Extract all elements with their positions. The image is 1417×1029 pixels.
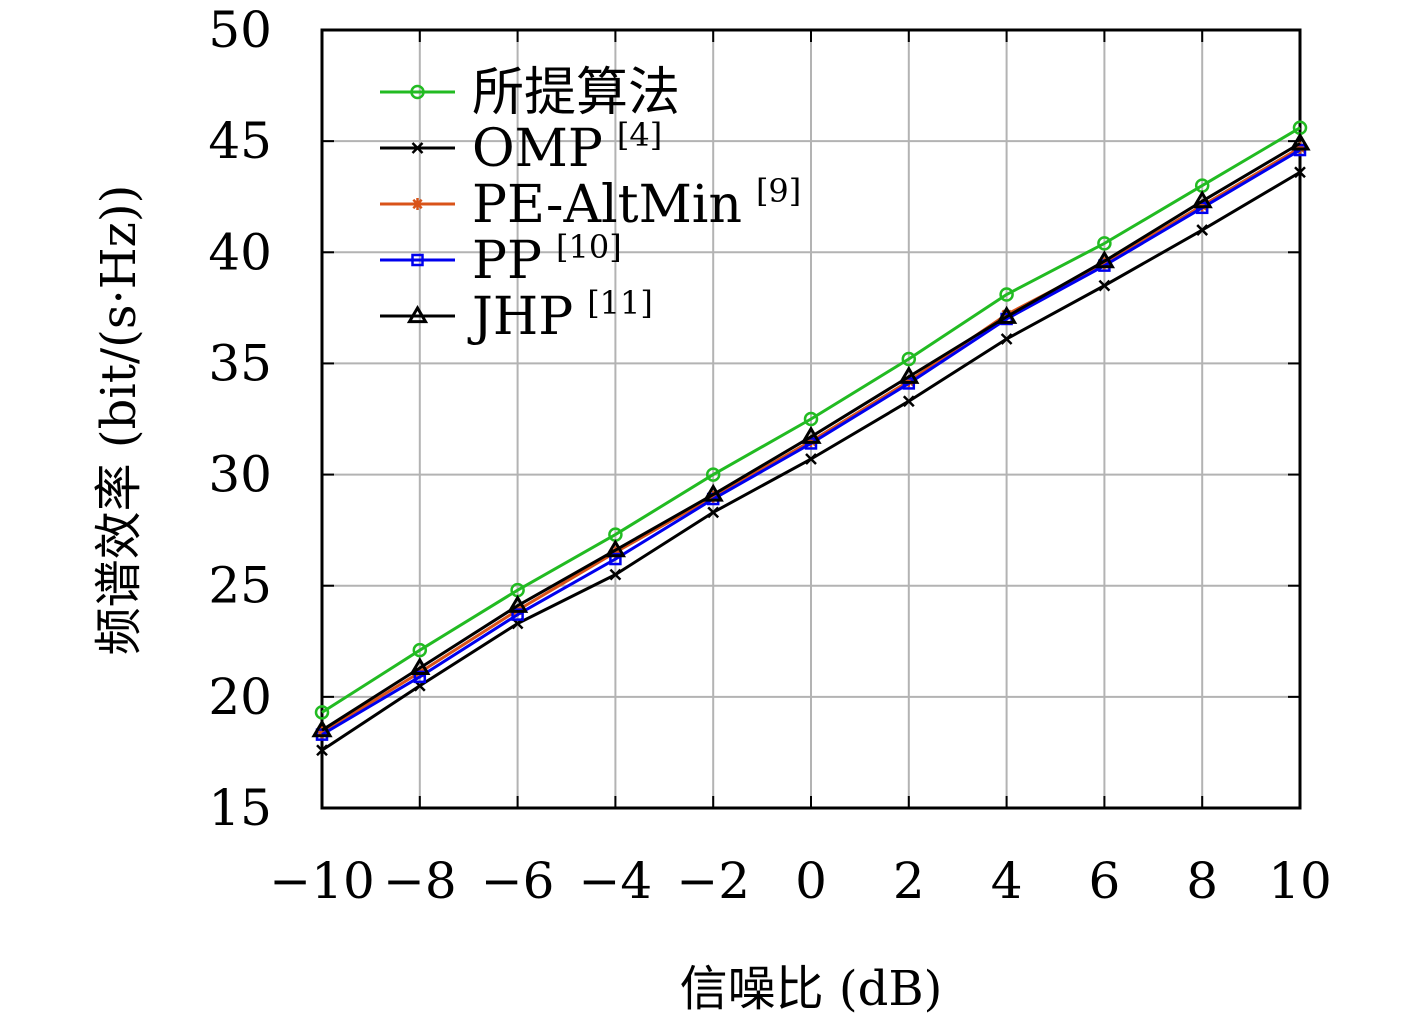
y-tick-label: 35 bbox=[208, 334, 272, 392]
legend-ref: [9] bbox=[756, 172, 801, 210]
series-line bbox=[321, 126, 1301, 714]
data-point bbox=[411, 253, 424, 267]
marker-stroke bbox=[707, 506, 720, 519]
legend-entry-0: 所提算法 bbox=[380, 63, 680, 123]
data-point bbox=[511, 608, 524, 621]
x-tick-label: −4 bbox=[579, 852, 653, 910]
x-tick-label: −10 bbox=[269, 852, 375, 910]
data-point bbox=[1098, 279, 1111, 292]
x-tick-label: 4 bbox=[991, 852, 1023, 910]
data-point bbox=[999, 287, 1014, 302]
data-point bbox=[311, 719, 333, 738]
legend-ref: [11] bbox=[587, 284, 653, 322]
legend-label: JHP bbox=[467, 287, 573, 347]
data-point bbox=[1294, 166, 1306, 179]
y-tick-label: 30 bbox=[208, 446, 272, 504]
data-point bbox=[411, 142, 424, 154]
x-tick-label: 8 bbox=[1186, 852, 1218, 910]
x-tick-label: 6 bbox=[1088, 852, 1120, 910]
marker-stroke bbox=[1000, 333, 1013, 345]
marker-stroke bbox=[902, 395, 915, 408]
legend-label: 所提算法 bbox=[472, 63, 680, 123]
data-point bbox=[707, 506, 720, 519]
data-point bbox=[413, 670, 427, 684]
series-0 bbox=[314, 120, 1308, 720]
data-point bbox=[412, 642, 428, 658]
y-tick-label: 45 bbox=[208, 112, 272, 170]
data-point bbox=[1196, 224, 1209, 236]
data-point bbox=[702, 483, 724, 502]
x-tick-label: −2 bbox=[676, 852, 750, 910]
legend-entry-4: JHP [11] bbox=[380, 284, 653, 347]
legend-entry-1: OMP [4] bbox=[380, 116, 662, 179]
series-line bbox=[321, 142, 1301, 732]
data-point bbox=[314, 705, 330, 720]
data-point bbox=[316, 744, 328, 757]
data-point bbox=[1093, 250, 1116, 269]
data-point bbox=[800, 425, 822, 444]
legend-ref: [4] bbox=[617, 116, 662, 154]
x-tick-label: 2 bbox=[893, 852, 925, 910]
y-tick-label: 40 bbox=[208, 223, 272, 281]
data-point bbox=[604, 539, 627, 558]
axis-ticks: −10 −8 −6 −4 −2 0 2 4 6 8 10 15 20 25 30 35 40 45 50 bbox=[208, 1, 1331, 910]
data-point bbox=[409, 657, 431, 676]
x-tick-label: 0 bbox=[795, 852, 827, 910]
series-layer bbox=[311, 120, 1311, 757]
marker-stroke bbox=[805, 453, 817, 465]
x-axis-label: 信噪比 (dB) bbox=[680, 961, 943, 1017]
data-point bbox=[902, 395, 915, 408]
data-point bbox=[805, 453, 817, 465]
data-point bbox=[411, 198, 424, 210]
y-tick-label: 25 bbox=[208, 557, 272, 615]
y-tick-label: 20 bbox=[208, 668, 272, 726]
marker-stroke bbox=[411, 142, 424, 154]
data-point bbox=[803, 411, 819, 427]
legend-ref: [10] bbox=[556, 228, 622, 266]
marker-stroke bbox=[1196, 224, 1209, 236]
data-point bbox=[609, 568, 622, 581]
marker-stroke bbox=[1294, 166, 1306, 179]
marker-stroke bbox=[412, 198, 423, 210]
legend-entry-2: PE-AltMin [9] bbox=[380, 172, 801, 235]
x-tick-label: 10 bbox=[1268, 852, 1332, 910]
data-point bbox=[410, 84, 425, 100]
data-point bbox=[1289, 132, 1311, 151]
x-tick-label: −8 bbox=[383, 852, 457, 910]
legend-label: OMP bbox=[472, 119, 603, 179]
legend-label: PP bbox=[472, 231, 542, 291]
data-point bbox=[995, 305, 1018, 324]
data-point bbox=[1191, 190, 1213, 209]
marker-stroke bbox=[316, 744, 328, 757]
data-point bbox=[898, 365, 920, 384]
marker-stroke bbox=[1098, 279, 1111, 292]
y-axis-label: 频谱效率 (bit/(s·Hz)) bbox=[91, 185, 147, 656]
legend-entry-3: PP [10] bbox=[380, 228, 622, 291]
series-4 bbox=[311, 132, 1311, 738]
x-tick-label: −6 bbox=[481, 852, 555, 910]
legend-label: PE-AltMin bbox=[472, 175, 742, 235]
marker-stroke bbox=[609, 568, 622, 581]
data-point bbox=[609, 552, 622, 566]
data-point bbox=[901, 351, 917, 367]
data-point bbox=[506, 594, 529, 613]
y-tick-label: 50 bbox=[208, 1, 272, 59]
y-tick-label: 15 bbox=[208, 779, 272, 837]
data-point bbox=[1000, 333, 1013, 345]
data-point bbox=[1097, 236, 1112, 251]
data-point bbox=[406, 305, 429, 324]
data-point bbox=[705, 467, 721, 482]
